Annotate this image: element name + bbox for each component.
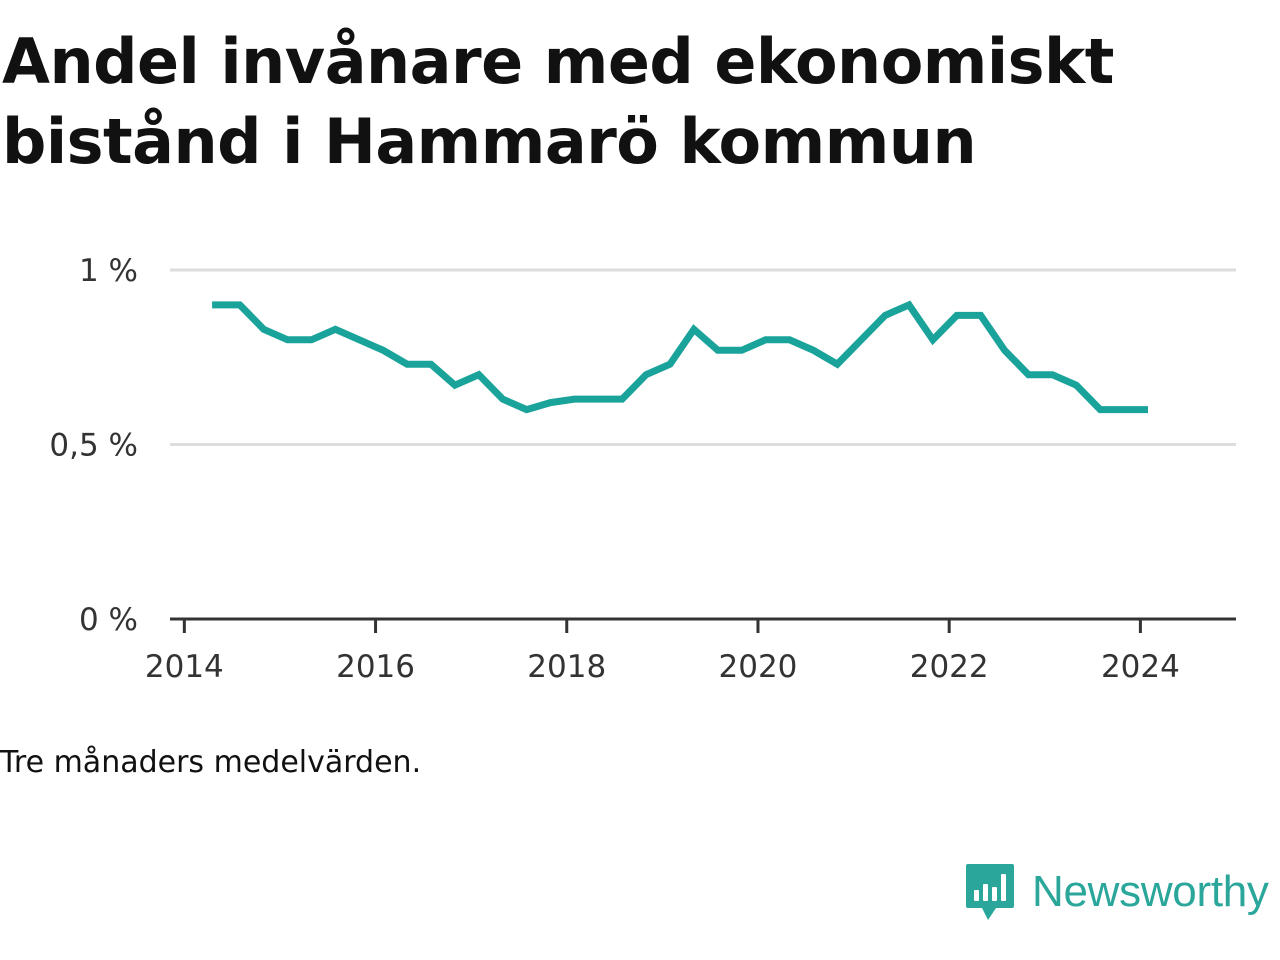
x-tick-label: 2018 <box>527 649 606 685</box>
x-tick-label: 2016 <box>336 649 415 685</box>
y-tick-label: 0 % <box>79 602 138 638</box>
chart-note: Tre månaders medelvärden. <box>0 745 422 780</box>
line-chart: 0 % 0,5 % 1 % 2014 2016 2018 2020 2022 2024 <box>49 253 1236 685</box>
x-tick-label: 2024 <box>1101 649 1180 685</box>
x-tick-label: 2022 <box>910 649 989 685</box>
tick-labels: 0 % 0,5 % 1 % 2014 2016 2018 2020 2022 2024 <box>49 253 1179 685</box>
x-tick-label: 2020 <box>719 649 798 685</box>
series-line-layer <box>212 300 1148 414</box>
brand-name: Newsworthy <box>1032 867 1269 916</box>
x-tick-label: 2014 <box>145 649 224 685</box>
chart-title: Andel invånare med ekonomiskt bistånd i … <box>2 25 1114 178</box>
brand-logo: Newsworthy <box>964 862 1269 922</box>
y-tick-label: 1 % <box>79 253 138 289</box>
series-line <box>212 300 1148 414</box>
y-tick-label: 0,5 % <box>49 428 138 464</box>
x-axis <box>170 617 1236 633</box>
bar-chart-speech-bubble-icon <box>966 864 1014 920</box>
gridlines <box>170 268 1236 446</box>
